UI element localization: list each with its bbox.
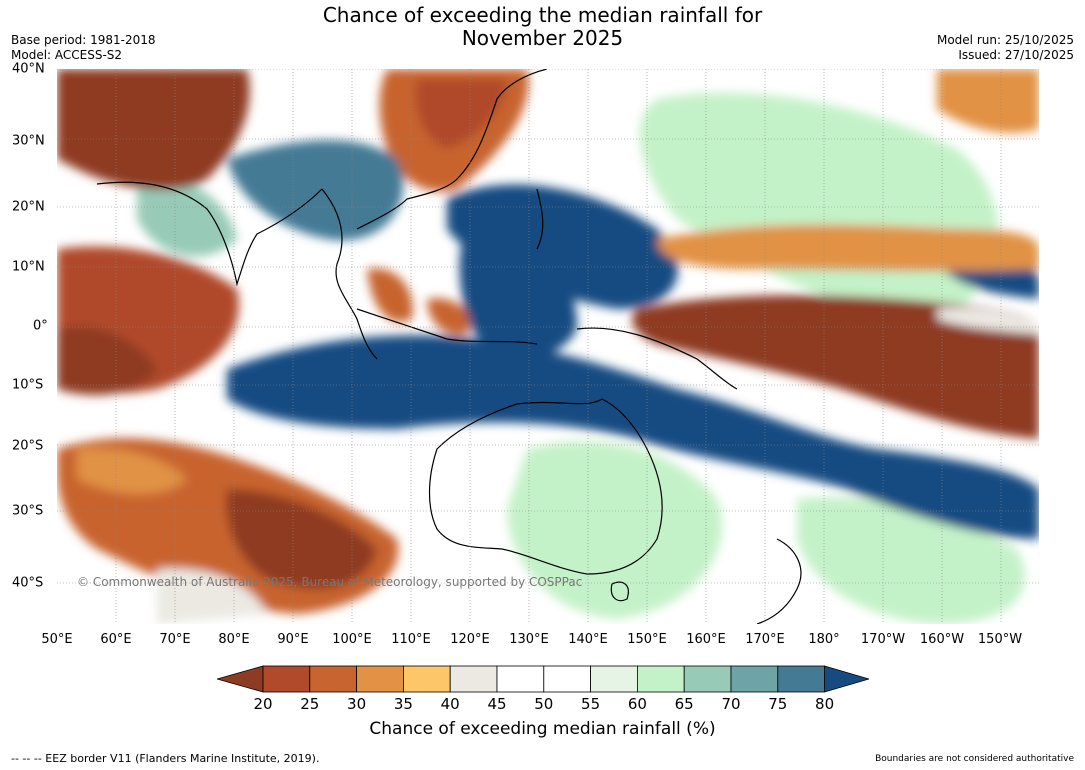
lon-label-140e: 140°E	[568, 632, 608, 647]
lon-label-150w: 150°W	[977, 632, 1023, 647]
boundary-disclaimer: Boundaries are not considered authoritat…	[875, 754, 1074, 764]
colorbar-cell-35-40	[402, 665, 451, 693]
issued-date: Issued: 27/10/2025	[958, 48, 1074, 62]
model-name: Model: ACCESS-S2	[11, 48, 123, 62]
lon-label-130e: 130°E	[509, 632, 549, 647]
lat-label-10s: 10°S	[12, 377, 44, 393]
lat-label-40n: 40°N	[12, 61, 45, 77]
colorbar	[217, 665, 869, 693]
probability-field	[57, 69, 1039, 624]
colorbar-cell-30-35	[356, 665, 404, 693]
colorbar-title: Chance of exceeding median rainfall (%)	[369, 719, 716, 739]
colorbar-cell-40-45	[449, 665, 498, 693]
colorbar-label-35: 35	[393, 695, 413, 713]
colorbar-cell-70-75	[730, 665, 779, 693]
colorbar-label-25: 25	[300, 695, 320, 713]
title-line-2: November 2025	[461, 26, 624, 50]
colorbar-cells	[217, 665, 869, 693]
lon-label-170e: 170°E	[745, 632, 785, 647]
colorbar-cell-50-55	[543, 665, 591, 693]
lon-label-70e: 70°E	[159, 632, 191, 647]
colorbar-cell-55-60	[590, 665, 638, 693]
lon-label-170w: 170°W	[860, 632, 906, 647]
colorbar-label-75: 75	[768, 695, 788, 713]
colorbar-label-65: 65	[674, 695, 694, 713]
lat-label-40s: 40°S	[12, 575, 44, 591]
lat-label-20s: 20°S	[12, 438, 44, 454]
lat-label-30s: 30°S	[12, 503, 44, 519]
lon-label-150e: 150°E	[627, 632, 667, 647]
colorbar-cell-below-20	[217, 665, 264, 693]
coastlines	[96, 69, 802, 624]
lon-label-110e: 110°E	[391, 632, 431, 647]
colorbar-label-40: 40	[440, 695, 460, 713]
colorbar-cell-65-70	[683, 665, 732, 693]
lon-label-90e: 90°E	[277, 632, 309, 647]
colorbar-label-80: 80	[815, 695, 835, 713]
graticule	[57, 69, 1039, 624]
base-info: Base period: 1981-2018 Model: ACCESS-S2	[11, 33, 156, 63]
lat-label-20n: 20°N	[12, 199, 45, 215]
lon-label-100e: 100°E	[332, 632, 372, 647]
lat-label-10n: 10°N	[12, 259, 45, 275]
lon-label-160w: 160°W	[919, 632, 965, 647]
base-period: Base period: 1981-2018	[11, 33, 156, 47]
lon-label-60e: 60°E	[100, 632, 132, 647]
lat-label-0: 0°	[33, 318, 48, 334]
lon-label-120e: 120°E	[450, 632, 490, 647]
colorbar-label-45: 45	[487, 695, 507, 713]
colorbar-label-50: 50	[534, 695, 554, 713]
eez-note: -- -- -- EEZ border V11 (Flanders Marine…	[11, 752, 320, 765]
colorbar-cell-45-50	[496, 665, 545, 693]
lon-label-180: 180°	[808, 632, 840, 647]
copyright-notice: © Commonwealth of Australia 2025, Bureau…	[77, 575, 583, 589]
lon-label-160e: 160°E	[686, 632, 726, 647]
colorbar-label-70: 70	[721, 695, 741, 713]
colorbar-cell-25-30	[309, 665, 358, 693]
lon-label-50e: 50°E	[41, 632, 73, 647]
title-line-1: Chance of exceeding the median rainfall …	[322, 3, 763, 27]
map-title: Chance of exceeding the median rainfall …	[0, 4, 1085, 50]
lon-label-80e: 80°E	[218, 632, 250, 647]
colorbar-cell-75-80	[777, 665, 825, 693]
colorbar-cell-above-80	[824, 665, 869, 693]
colorbar-cell-60-65	[636, 665, 685, 693]
run-info: Model run: 25/10/2025 Issued: 27/10/2025	[937, 33, 1074, 63]
colorbar-label-55: 55	[581, 695, 601, 713]
lat-label-30n: 30°N	[12, 133, 45, 149]
model-run: Model run: 25/10/2025	[936, 33, 1074, 47]
map-svg	[57, 69, 1039, 624]
colorbar-cell-20-25	[262, 665, 311, 693]
colorbar-label-60: 60	[627, 695, 647, 713]
colorbar-label-30: 30	[347, 695, 367, 713]
colorbar-label-20: 20	[253, 695, 273, 713]
rainfall-map: © Commonwealth of Australia 2025, Bureau…	[57, 69, 1039, 624]
